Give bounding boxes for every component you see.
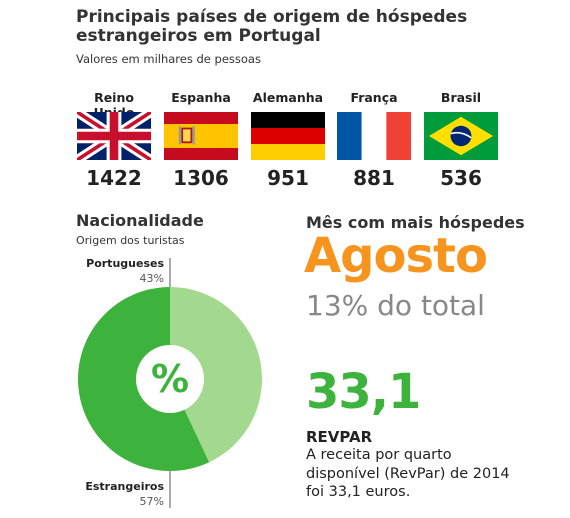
country-name: França	[350, 90, 398, 105]
country-name: Alemanha	[252, 90, 324, 105]
value-portugueses: 43%	[140, 272, 164, 285]
value-estrangeiros: 57%	[140, 495, 164, 508]
chart-title: Principais países de origem de hóspedes …	[76, 7, 468, 46]
percent-symbol: %	[151, 357, 189, 401]
country-value: 951	[267, 166, 309, 190]
chart-subtitle: Valores em milhares de pessoas	[76, 52, 261, 66]
peak-month-value: Agosto	[304, 228, 488, 284]
peak-month-label: Mês com mais hóspedes	[306, 213, 525, 232]
revpar-description: A receita por quarto disponível (RevPar)…	[306, 447, 510, 500]
nationality-donut-chart: % Portugueses 43% Estrangeiros 57%	[78, 258, 262, 508]
label-estrangeiros: Estrangeiros	[85, 480, 164, 493]
nationality-title: Nacionalidade	[76, 211, 204, 230]
country-value: 1306	[173, 166, 229, 190]
nationality-subtitle: Origem dos turistas	[76, 234, 185, 247]
label-portugueses: Portugueses	[86, 258, 164, 270]
country-value: 881	[353, 166, 395, 190]
uk-flag-icon	[77, 112, 151, 160]
peak-month-share: 13% do total	[306, 289, 485, 322]
country-name: Brasil	[440, 90, 482, 105]
france-flag-icon	[337, 112, 411, 160]
country-name: Espanha	[171, 90, 231, 105]
brazil-flag-icon	[424, 112, 498, 160]
spain-flag-icon	[164, 112, 238, 160]
germany-flag-icon	[251, 112, 325, 160]
donut-center	[136, 345, 204, 413]
revpar-value: 33,1	[306, 364, 421, 420]
country-value: 1422	[86, 166, 142, 190]
country-value: 536	[440, 166, 482, 190]
donut-slice-portugueses	[170, 287, 262, 463]
revpar-title: REVPAR	[306, 428, 373, 446]
